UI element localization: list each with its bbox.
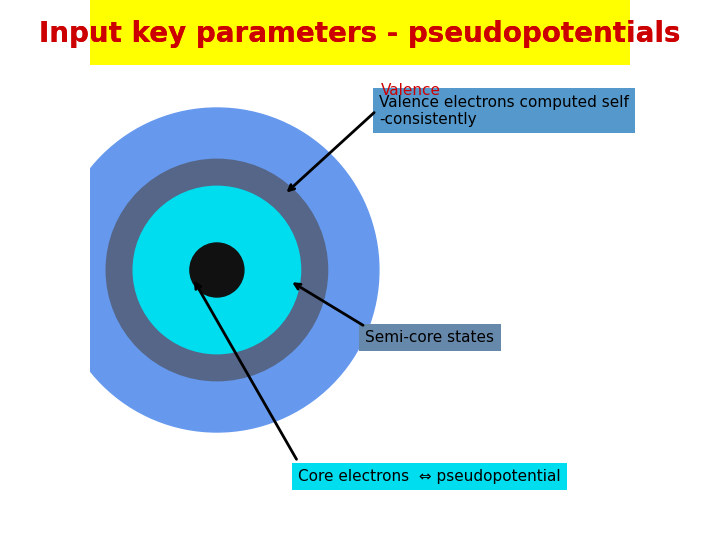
FancyBboxPatch shape: [90, 0, 630, 65]
Circle shape: [107, 159, 328, 381]
Text: Semi-core states: Semi-core states: [365, 330, 495, 345]
Circle shape: [190, 243, 244, 297]
Text: Core electrons  ⇔ pseudopotential: Core electrons ⇔ pseudopotential: [298, 469, 561, 484]
Text: Valence electrons computed self
-consistently: Valence electrons computed self -consist…: [379, 94, 629, 127]
Text: Valence: Valence: [381, 83, 441, 98]
Circle shape: [133, 186, 301, 354]
Circle shape: [55, 108, 379, 432]
Text: Input key parameters - pseudopotentials: Input key parameters - pseudopotentials: [40, 20, 680, 48]
Text: Input key parameters - pseudopotentials: Input key parameters - pseudopotentials: [40, 20, 680, 48]
